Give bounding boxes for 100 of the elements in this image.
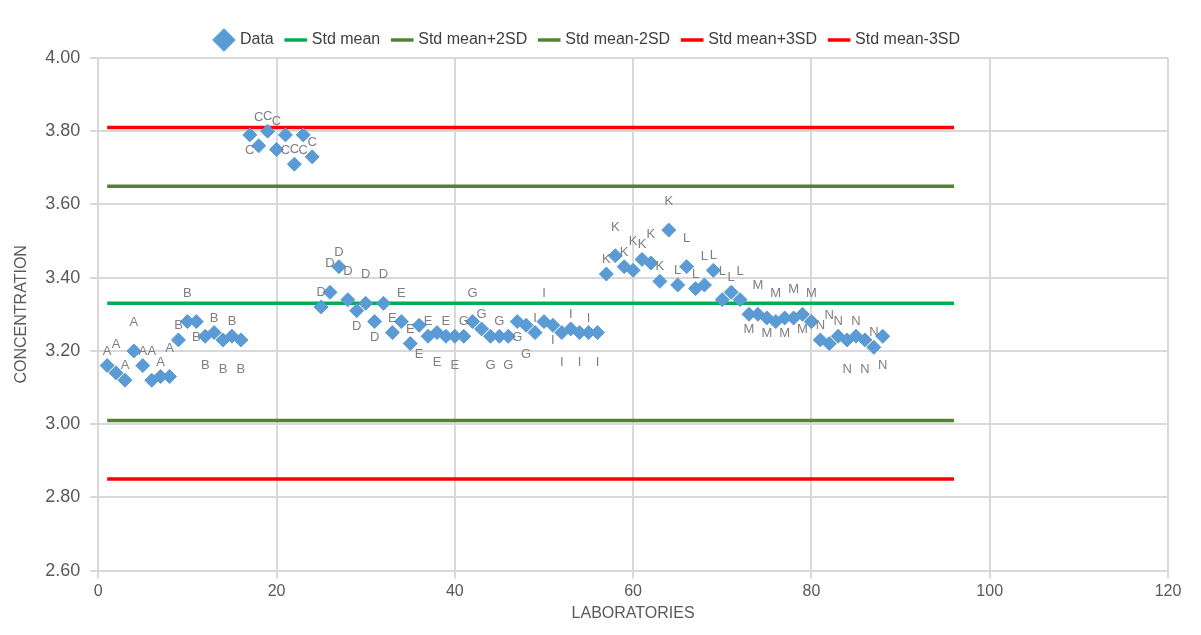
- data-label: I: [595, 353, 600, 369]
- data-label: E: [388, 309, 398, 325]
- data-label: I: [559, 353, 564, 369]
- data-label: E: [423, 313, 433, 329]
- data-label: M: [743, 321, 755, 337]
- y-tick-label: 4.00: [45, 46, 81, 67]
- legend-label: Std mean-2SD: [565, 30, 671, 48]
- data-label: A: [120, 357, 130, 373]
- y-tick-label: 3.20: [45, 339, 81, 360]
- data-label: M: [797, 321, 808, 337]
- y-tick-label: 3.40: [45, 266, 81, 287]
- x-axis-title: LABORATORIES: [571, 603, 695, 621]
- data-label: L: [674, 262, 682, 278]
- legend-label: Std mean-3SD: [855, 30, 961, 48]
- legend-label: Data: [239, 30, 274, 48]
- data-label: K: [610, 218, 620, 234]
- data-label: L: [682, 229, 691, 245]
- y-tick-label: 3.60: [45, 193, 81, 214]
- data-label: K: [637, 236, 647, 252]
- data-label: I: [577, 353, 582, 369]
- data-label: C: [262, 108, 273, 124]
- y-axis-title: CONCENTRATION: [12, 245, 30, 384]
- y-tick-label: 3.80: [45, 120, 81, 141]
- data-label: B: [227, 313, 237, 329]
- data-label: K: [655, 258, 665, 274]
- data-label: N: [833, 313, 843, 329]
- data-label: L: [709, 247, 717, 263]
- data-label: E: [432, 353, 442, 369]
- data-label: C: [245, 141, 255, 157]
- data-label: D: [360, 266, 371, 282]
- data-label: A: [111, 335, 121, 351]
- data-label: M: [779, 325, 791, 341]
- data-label: D: [369, 328, 380, 344]
- data-label: E: [414, 346, 424, 362]
- data-label: G: [458, 313, 469, 329]
- data-label: G: [494, 313, 505, 329]
- data-label: M: [788, 281, 799, 297]
- data-label: C: [254, 108, 264, 124]
- data-label: E: [441, 313, 451, 329]
- data-label: N: [869, 324, 879, 340]
- data-label: N: [860, 361, 870, 377]
- data-label: B: [236, 361, 246, 377]
- data-label: D: [378, 266, 389, 282]
- data-label: E: [450, 357, 460, 373]
- data-label: L: [727, 269, 735, 285]
- data-label: L: [700, 248, 709, 264]
- data-label: K: [664, 193, 674, 209]
- legend-label: Std mean+3SD: [708, 30, 818, 48]
- data-label: A: [147, 343, 157, 359]
- x-tick-label: 60: [624, 581, 643, 599]
- y-tick-label: 3.00: [45, 413, 81, 434]
- data-label: G: [512, 328, 523, 344]
- data-label: M: [805, 284, 817, 300]
- data-label: K: [646, 226, 656, 242]
- x-tick-label: 100: [976, 581, 1004, 599]
- x-tick-label: 120: [1154, 581, 1182, 599]
- data-label: D: [316, 284, 326, 300]
- data-label: L: [718, 262, 726, 278]
- data-label: D: [334, 243, 344, 259]
- data-label: L: [691, 265, 700, 281]
- data-label: A: [156, 353, 166, 369]
- data-label: E: [397, 284, 406, 300]
- data-label: A: [129, 313, 139, 329]
- data-label: C: [298, 141, 308, 157]
- x-tick-label: 0: [93, 581, 103, 599]
- data-label: C: [280, 141, 291, 157]
- data-label: B: [174, 317, 183, 333]
- data-label: I: [586, 309, 591, 325]
- data-label: D: [343, 262, 353, 278]
- legend-label: Std mean+2SD: [418, 30, 528, 48]
- data-label: B: [191, 328, 201, 344]
- data-label: M: [770, 284, 782, 300]
- data-label: M: [752, 277, 764, 293]
- data-label: G: [467, 284, 478, 300]
- data-label: G: [503, 357, 514, 373]
- data-label: I: [568, 306, 573, 322]
- data-label: N: [842, 361, 852, 377]
- data-label: D: [325, 255, 335, 271]
- y-tick-label: 2.80: [45, 486, 81, 507]
- data-label: N: [824, 306, 834, 322]
- data-label: K: [619, 243, 629, 259]
- data-label: N: [815, 317, 826, 333]
- data-label: M: [761, 325, 773, 341]
- data-label: B: [209, 309, 219, 325]
- data-label: G: [476, 306, 487, 322]
- data-label: K: [602, 251, 612, 267]
- data-label: C: [289, 141, 300, 157]
- data-label: A: [102, 342, 112, 358]
- x-tick-label: 20: [267, 581, 286, 599]
- x-tick-label: 40: [445, 581, 464, 599]
- data-label: E: [405, 320, 415, 336]
- data-label: N: [851, 313, 861, 329]
- x-tick-label: 80: [802, 581, 821, 599]
- data-label: G: [521, 346, 532, 362]
- data-label: L: [736, 262, 744, 278]
- data-label: A: [165, 339, 175, 355]
- data-label: B: [200, 357, 210, 373]
- y-tick-label: 2.60: [45, 559, 81, 580]
- data-label: C: [307, 133, 317, 149]
- data-label: K: [628, 233, 638, 249]
